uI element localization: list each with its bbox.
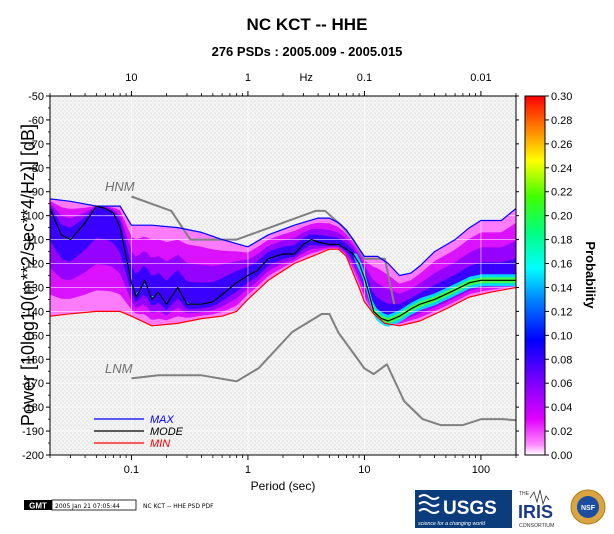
- nsf-seal: NSF: [570, 489, 606, 525]
- iris-logo: THE IRIS CONSORTIUM: [518, 489, 554, 529]
- lnm-annotation: LNM: [105, 361, 133, 376]
- x-axis-label: Period (sec): [251, 479, 316, 493]
- x-tick-label: 10: [358, 464, 370, 476]
- axes: -50 -60 -70 -80 -90 -100 -110 -120 -130 -140 -150 -…: [18, 72, 519, 493]
- iris-consortium: CONSORTIUM: [519, 523, 554, 529]
- iris-small-label: THE: [519, 491, 530, 497]
- x-tick-label: 100: [472, 464, 490, 476]
- y-tick-label: -150: [22, 330, 44, 342]
- colorbar-tick-label: 0.04: [551, 402, 572, 414]
- series-line-hnm: [131, 195, 396, 305]
- y-tick-label: -140: [22, 306, 44, 318]
- y-tick-label: -90: [28, 187, 44, 199]
- colorbar-ticks: 0.30 0.28 0.26 0.24 0.22 0.20 0.18 0.16 0.14 0.12…: [545, 91, 572, 462]
- gmt-label: GMT: [29, 502, 47, 511]
- usgs-tagline: science for a changing world: [418, 521, 486, 527]
- colorbar-tick-label: 0.28: [551, 115, 572, 127]
- y-tick-label: -200: [22, 450, 44, 462]
- colorbar-label: Probability: [583, 241, 598, 309]
- colorbar-tick-label: 0.22: [551, 187, 572, 199]
- top-axis-label: Hz: [299, 72, 312, 84]
- colorbar-tick-label: 0.00: [551, 450, 572, 462]
- chart-subtitle: 276 PSDs : 2005.009 - 2005.015: [212, 44, 403, 59]
- x-tick-label: 0.1: [124, 464, 139, 476]
- timestamp-box: [51, 499, 137, 511]
- colorbar-tick-label: 0.14: [551, 282, 572, 294]
- y-tick-label: -160: [22, 354, 44, 366]
- hnm-annotation: HNM: [105, 179, 135, 194]
- footer-caption: NC KCT -- HHE PSD PDF: [143, 503, 214, 510]
- colorbar: [524, 95, 546, 456]
- colorbar-tick-label: 0.08: [551, 354, 572, 366]
- y-tick-label: -180: [22, 402, 44, 414]
- colorbar-tick-label: 0.10: [551, 330, 572, 342]
- y-tick-label: -120: [22, 259, 44, 271]
- colorbar-tick-label: 0.12: [551, 306, 572, 318]
- gmt-badge: [24, 500, 52, 510]
- top-tick-label: 0.01: [470, 72, 491, 84]
- legend-max-label: MAX: [150, 414, 175, 426]
- series-line-lnm: [131, 313, 516, 427]
- y-tick-label: -190: [22, 426, 44, 438]
- series-line-max: [50, 198, 516, 277]
- top-tick-label: 1: [245, 72, 251, 84]
- y-tick-label: -110: [23, 235, 44, 247]
- probability-density-heatmap: [50, 198, 516, 327]
- colorbar-tick-label: 0.02: [551, 426, 572, 438]
- chart-title: NC KCT -- HHE: [247, 15, 368, 34]
- colorbar-tick-label: 0.30: [551, 91, 572, 103]
- y-tick-label: -70: [28, 139, 44, 151]
- top-tick-label: 10: [125, 72, 137, 84]
- usgs-logo: USGS science for a changing world: [415, 490, 512, 528]
- x-tick-label: 1: [245, 464, 251, 476]
- colorbar-tick-label: 0.26: [551, 139, 572, 151]
- y-axis-label: Power [10log10(m**2/sec**4/Hz)] [dB]: [18, 124, 38, 426]
- series-line-mode: [50, 205, 516, 322]
- usgs-label: USGS: [443, 498, 497, 519]
- y-tick-label: -80: [28, 163, 44, 175]
- y-tick-label: -100: [22, 211, 44, 223]
- legend-min-label: MIN: [150, 438, 170, 450]
- density-band-3: [50, 205, 516, 322]
- colorbar-tick-label: 0.06: [551, 378, 572, 390]
- legend: MAX MODE MIN: [94, 414, 184, 450]
- y-tick-label: -50: [28, 91, 44, 103]
- series-line-min: [50, 248, 516, 327]
- legend-mode-label: MODE: [150, 426, 184, 438]
- colorbar-tick-label: 0.18: [551, 235, 572, 247]
- iris-label: IRIS: [518, 502, 553, 522]
- y-tick-label: -60: [28, 115, 44, 127]
- nsf-label: NSF: [581, 505, 596, 512]
- timestamp: 2005 Jan 21 07:05:44: [55, 503, 120, 510]
- colorbar-tick-label: 0.24: [551, 163, 572, 175]
- colorbar-tick-label: 0.16: [551, 259, 572, 271]
- series-curves: [50, 195, 516, 427]
- colorbar-tick-label: 0.20: [551, 211, 572, 223]
- top-tick-label: 0.1: [357, 72, 372, 84]
- y-tick-label: -130: [22, 282, 44, 294]
- y-tick-label: -170: [22, 378, 44, 390]
